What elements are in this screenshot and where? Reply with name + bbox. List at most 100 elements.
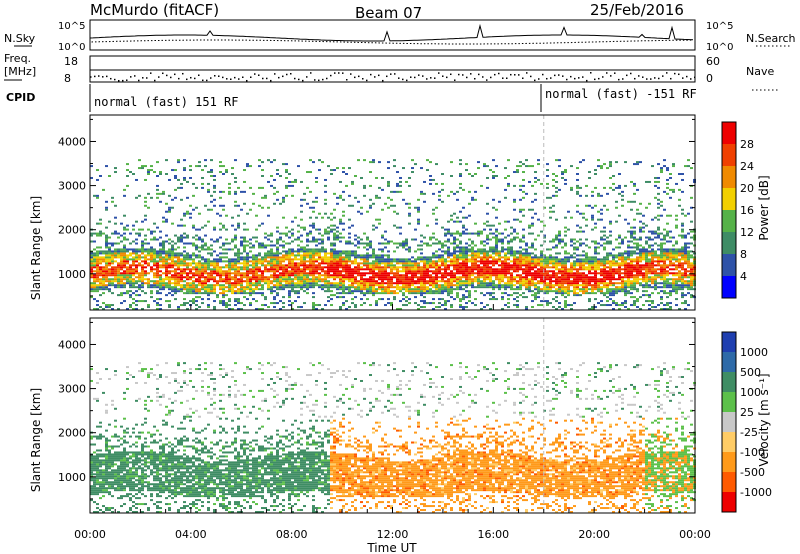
power-cell (258, 258, 261, 261)
power-cell (123, 214, 126, 217)
power-cell (375, 260, 378, 263)
power-cell (147, 272, 150, 275)
power-cell (177, 254, 180, 257)
power-cell (330, 224, 333, 227)
power-cell (375, 256, 378, 259)
nave-dot (642, 76, 644, 78)
power-cell (213, 268, 216, 271)
power-cell (192, 226, 195, 229)
power-cell (417, 220, 420, 223)
power-cell (96, 276, 99, 279)
power-cell (489, 276, 492, 279)
power-cell (564, 286, 567, 289)
power-cell (312, 296, 315, 299)
power-cell (621, 256, 624, 259)
power-cell (267, 238, 270, 241)
power-cell (234, 276, 237, 279)
power-cell (591, 306, 594, 309)
power-cell (198, 228, 201, 231)
power-cell (375, 304, 378, 307)
power-cell (459, 286, 462, 289)
power-cell (483, 258, 486, 261)
power-cell (531, 256, 534, 259)
power-cell (492, 268, 495, 271)
power-cell (525, 288, 528, 291)
power-cell (123, 250, 126, 253)
power-cell (579, 264, 582, 267)
power-cell (243, 288, 246, 291)
power-cell (336, 270, 339, 273)
power-cell (552, 240, 555, 243)
power-cell (99, 230, 102, 233)
power-cell (144, 256, 147, 259)
power-cell (336, 268, 339, 271)
power-cell (333, 234, 336, 237)
power-cell (597, 264, 600, 267)
power-cell (294, 238, 297, 241)
power-cell (342, 288, 345, 291)
power-cell (129, 252, 132, 255)
power-cell (576, 282, 579, 285)
power-cell (528, 266, 531, 269)
power-cell (165, 256, 168, 259)
power-cell (147, 169, 150, 172)
power-cell (312, 264, 315, 267)
power-cell (213, 270, 216, 273)
power-cell (162, 264, 165, 267)
power-cell (603, 276, 606, 279)
power-cell (384, 290, 387, 293)
nave-dot (210, 77, 212, 79)
power-cell (174, 175, 177, 177)
power-cell (282, 266, 285, 269)
power-cell (93, 282, 96, 285)
power-cell (165, 262, 168, 265)
power-cell (558, 270, 561, 273)
power-cell (315, 180, 318, 183)
power-cell (489, 248, 492, 251)
power-cell (570, 276, 573, 279)
power-cell (537, 258, 540, 261)
power-cell (114, 254, 117, 257)
power-cell (420, 268, 423, 271)
power-cell (363, 254, 366, 257)
power-cell (507, 242, 510, 245)
power-cell (486, 242, 489, 245)
power-cell (585, 258, 588, 261)
power-cell (624, 218, 627, 221)
power-cell (612, 276, 615, 279)
power-cell (309, 240, 312, 243)
power-cell (285, 278, 288, 281)
power-cell (270, 244, 273, 247)
power-cell (195, 262, 198, 265)
power-cell (129, 266, 132, 269)
power-cell (531, 306, 534, 309)
nsky-tick-low: 10^0 (58, 42, 85, 53)
power-cell (408, 290, 411, 293)
power-cell (519, 276, 522, 279)
power-cell (453, 252, 456, 255)
power-cell (354, 266, 357, 269)
power-cell (450, 304, 453, 307)
power-cell (90, 296, 93, 299)
power-cell (171, 206, 174, 209)
power-cell (165, 272, 168, 275)
power-cell (300, 260, 303, 263)
power-cell (423, 276, 426, 279)
power-cell (384, 270, 387, 273)
power-cell (402, 292, 405, 295)
power-cell (579, 254, 582, 257)
power-cell (414, 290, 417, 293)
power-cell (543, 284, 546, 287)
power-cell (276, 270, 279, 273)
power-cell (270, 234, 273, 237)
power-cell (429, 178, 432, 181)
power-cell (609, 282, 612, 285)
power-cell (312, 284, 315, 287)
power-cell (303, 274, 306, 277)
power-cell (252, 270, 255, 273)
power-cell (153, 256, 156, 259)
power-cell (363, 258, 366, 261)
power-cell (603, 272, 606, 275)
nave-dot (274, 73, 276, 75)
power-cell (381, 278, 384, 281)
